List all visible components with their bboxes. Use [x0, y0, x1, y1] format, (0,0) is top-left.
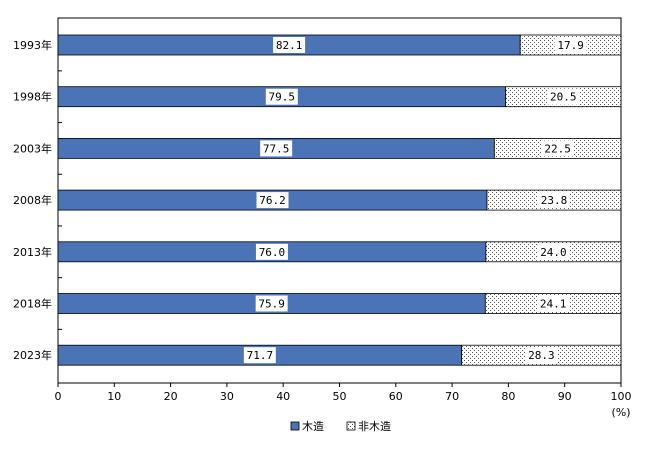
- value-label-box: [554, 37, 587, 53]
- value-label-nonwood: 20.5: [550, 91, 577, 104]
- value-label-box: [541, 140, 574, 157]
- category-label: 2018年: [13, 297, 52, 311]
- x-tick-label: 60: [389, 390, 403, 403]
- x-tick-label: 100: [611, 390, 632, 403]
- category-label: 1993年: [13, 38, 52, 52]
- bars-group: 82.1 17.9 79.5 20.5 77.5 22.5 76.2 23.8 76.0 24.0…: [57, 34, 622, 366]
- value-label-nonwood: 23.8: [541, 194, 568, 207]
- value-label-wood: 71.7: [247, 349, 274, 362]
- value-label-box: [260, 140, 293, 157]
- value-label-wood: 82.1: [276, 39, 303, 52]
- x-tick-label: 20: [164, 390, 178, 403]
- value-label-nonwood: 24.0: [540, 246, 567, 259]
- value-label-nonwood: 17.9: [557, 39, 584, 52]
- x-axis-unit: (%): [611, 406, 630, 419]
- legend: 木造 非木造: [290, 419, 391, 433]
- value-label-box: [243, 347, 276, 364]
- x-tick-label: 50: [333, 390, 347, 403]
- x-axis: 0 10 20 30 40 50 60 70 80 90 100: [55, 383, 632, 403]
- x-tick-label: 10: [107, 390, 121, 403]
- x-tick-label: 30: [220, 390, 234, 403]
- value-label-box: [265, 88, 298, 105]
- legend-swatch: [346, 421, 356, 431]
- value-label-box: [525, 347, 558, 364]
- value-label-wood: 76.2: [259, 194, 286, 207]
- value-label-nonwood: 24.1: [540, 298, 567, 311]
- value-label-nonwood: 28.3: [528, 349, 555, 362]
- value-label-nonwood: 22.5: [544, 142, 571, 155]
- value-label-box: [255, 243, 288, 260]
- value-label-box: [547, 88, 580, 105]
- category-label: 2013年: [13, 245, 52, 259]
- x-tick-label: 90: [558, 390, 572, 403]
- value-label-box: [255, 295, 288, 312]
- legend-label: 非木造: [358, 419, 391, 433]
- value-label-wood: 79.5: [269, 91, 296, 104]
- x-tick-label: 80: [501, 390, 515, 403]
- value-label-box: [537, 295, 570, 312]
- legend-swatch: [290, 421, 300, 431]
- value-label-wood: 77.5: [263, 142, 290, 155]
- x-tick-label: 70: [445, 390, 459, 403]
- value-label-box: [273, 37, 306, 53]
- value-label-box: [537, 243, 570, 260]
- x-tick-label: 0: [55, 390, 62, 403]
- value-label-box: [256, 192, 289, 209]
- x-tick-label: 40: [276, 390, 290, 403]
- category-label: 1998年: [13, 90, 52, 104]
- category-label: 2023年: [13, 348, 52, 362]
- value-label-wood: 75.9: [258, 298, 285, 311]
- category-label: 2003年: [13, 141, 52, 155]
- value-label-wood: 76.0: [259, 246, 286, 259]
- y-axis-labels: 1993年 1998年 2003年 2008年 2013年 2018年 2023年: [13, 38, 52, 362]
- value-label-box: [538, 192, 571, 209]
- category-label: 2008年: [13, 193, 52, 207]
- legend-label: 木造: [302, 419, 324, 433]
